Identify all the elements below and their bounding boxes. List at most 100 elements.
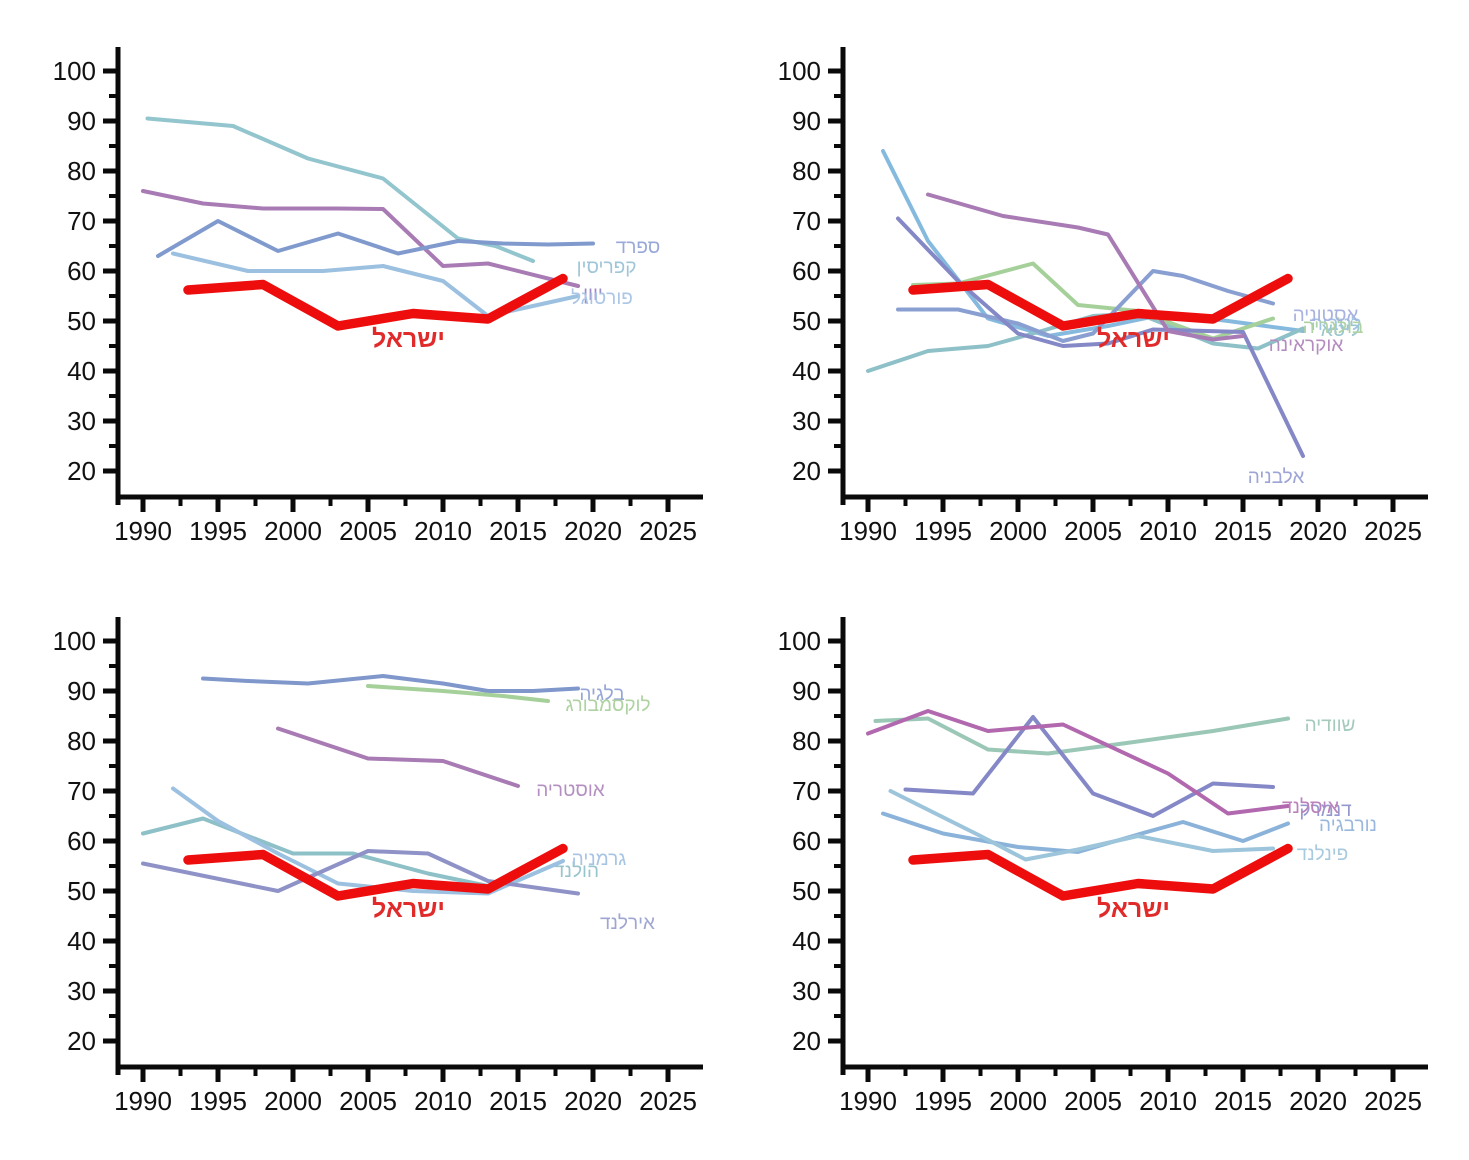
- y-tick-label: 80: [67, 726, 96, 756]
- x-tick-label: 2005: [339, 516, 397, 546]
- y-tick-label: 40: [67, 356, 96, 386]
- y-tick-label: 90: [792, 676, 821, 706]
- y-tick-label: 60: [67, 256, 96, 286]
- x-tick-label: 1990: [839, 516, 897, 546]
- y-tick-label: 20: [67, 1026, 96, 1056]
- series-label-ireland: אירלנד: [600, 913, 655, 934]
- series-label-lithuania: ליטא: [1321, 320, 1360, 341]
- y-tick-label: 30: [792, 406, 821, 436]
- series-label-luxembourg: לוקסמבורג: [565, 695, 650, 716]
- series-label-cyprus: קפריסין: [577, 257, 637, 278]
- chart-mediterranean: 20 30 40 50 60 70 80 90 100 1990 1995 2000 2005 2010 2…: [53, 47, 703, 546]
- y-tick-label: 90: [67, 676, 96, 706]
- x-tick-label: 1990: [114, 516, 172, 546]
- y-tick-label: 40: [792, 356, 821, 386]
- x-tick-label: 2005: [339, 1086, 397, 1116]
- x-tick-label: 2015: [489, 1086, 547, 1116]
- chart-western-europe: 20 30 40 50 60 70 80 90 100 1990 1995 2000 2005 2010 2…: [53, 617, 703, 1116]
- x-tick-label: 2005: [1064, 1086, 1122, 1116]
- x-tick-label: 2025: [639, 1086, 697, 1116]
- series-line-ukraine: [926, 192, 1245, 342]
- x-tick-label: 2015: [489, 516, 547, 546]
- series-line-lithuania: [866, 311, 1305, 373]
- series-line-belgium: [201, 674, 580, 693]
- series-label-latvia: לטביה: [1311, 314, 1361, 335]
- y-tick-label: 30: [67, 976, 96, 1006]
- x-tick-label: 2000: [264, 1086, 322, 1116]
- y-tick-label: 20: [792, 456, 821, 486]
- x-tick-label: 2015: [1214, 516, 1272, 546]
- x-tick-label: 2010: [414, 1086, 472, 1116]
- series-label-ukraine: אוקראינה: [1269, 335, 1344, 356]
- series-label-iceland: איסלנד: [1282, 797, 1339, 818]
- y-tick-label: 40: [67, 926, 96, 956]
- x-tick-label: 2000: [989, 1086, 1047, 1116]
- x-tick-label: 2025: [639, 516, 697, 546]
- y-tick-label: 100: [53, 626, 96, 656]
- series-label-albania: אלבניה: [1248, 467, 1305, 488]
- series-line-iceland: [866, 709, 1290, 816]
- series-label-israel: ישראל: [372, 895, 445, 923]
- series-line-spain: [156, 219, 595, 258]
- series-line-greece: [141, 189, 580, 288]
- y-tick-label: 20: [792, 1026, 821, 1056]
- y-tick-label: 60: [67, 826, 96, 856]
- series-label-germany: גרמניה: [572, 849, 627, 870]
- series-line-austria: [276, 726, 520, 788]
- series-label-portugal: פורטוגל: [571, 288, 633, 309]
- series-line-finland: [888, 789, 1275, 862]
- y-tick-label: 60: [792, 256, 821, 286]
- series-label-austria: אוסטריה: [536, 780, 605, 801]
- x-tick-label: 2000: [989, 516, 1047, 546]
- y-tick-label: 70: [792, 206, 821, 236]
- x-tick-label: 2015: [1214, 1086, 1272, 1116]
- series-label-estonia: אסטוניה: [1293, 305, 1359, 326]
- y-tick-label: 50: [792, 306, 821, 336]
- y-tick-label: 70: [67, 776, 96, 806]
- x-tick-label: 2020: [564, 516, 622, 546]
- y-tick-label: 90: [67, 106, 96, 136]
- series-label-netherlands: הולנד: [554, 861, 599, 882]
- y-tick-label: 100: [778, 56, 821, 86]
- series-label-israel: ישראל: [1097, 895, 1170, 923]
- x-tick-label: 1990: [839, 1086, 897, 1116]
- series-line-israel: [908, 273, 1293, 331]
- series-line-estonia: [896, 269, 1275, 343]
- y-tick-label: 30: [67, 406, 96, 436]
- y-tick-label: 90: [792, 106, 821, 136]
- series-label-denmark: דנמרק: [1299, 800, 1352, 821]
- x-tick-label: 2010: [1139, 1086, 1197, 1116]
- series-label-israel: ישראל: [372, 325, 445, 353]
- series-line-cyprus: [145, 116, 535, 263]
- x-tick-label: 2000: [264, 516, 322, 546]
- x-tick-label: 2025: [1364, 1086, 1422, 1116]
- series-line-luxembourg: [366, 684, 550, 703]
- chart-nordics: 20 30 40 50 60 70 80 90 100 1990 1995 2000 2005 2010 2…: [778, 617, 1428, 1116]
- y-tick-label: 50: [67, 306, 96, 336]
- series-label-bulgaria: בולגריה: [1303, 317, 1364, 338]
- series-label-israel: ישראל: [1097, 325, 1170, 353]
- y-tick-label: 80: [792, 156, 821, 186]
- y-tick-label: 80: [67, 156, 96, 186]
- series-label-finland: פינלנד: [1297, 844, 1349, 865]
- x-tick-label: 2020: [564, 1086, 622, 1116]
- series-line-israel: [908, 843, 1293, 901]
- y-tick-label: 70: [792, 776, 821, 806]
- series-label-norway: נורבגיה: [1319, 815, 1377, 836]
- y-tick-label: 60: [792, 826, 821, 856]
- series-line-denmark: [903, 715, 1275, 818]
- y-tick-label: 20: [67, 456, 96, 486]
- y-tick-label: 50: [792, 876, 821, 906]
- y-tick-label: 30: [792, 976, 821, 1006]
- x-tick-label: 2020: [1289, 1086, 1347, 1116]
- series-line-israel: [183, 273, 568, 331]
- series-line-israel: [183, 843, 568, 901]
- series-label-greece: יוון: [583, 284, 603, 305]
- x-tick-label: 1995: [189, 516, 247, 546]
- y-tick-label: 70: [67, 206, 96, 236]
- x-tick-label: 2010: [1139, 516, 1197, 546]
- y-tick-label: 100: [53, 56, 96, 86]
- series-label-spain: ספרד: [616, 237, 661, 258]
